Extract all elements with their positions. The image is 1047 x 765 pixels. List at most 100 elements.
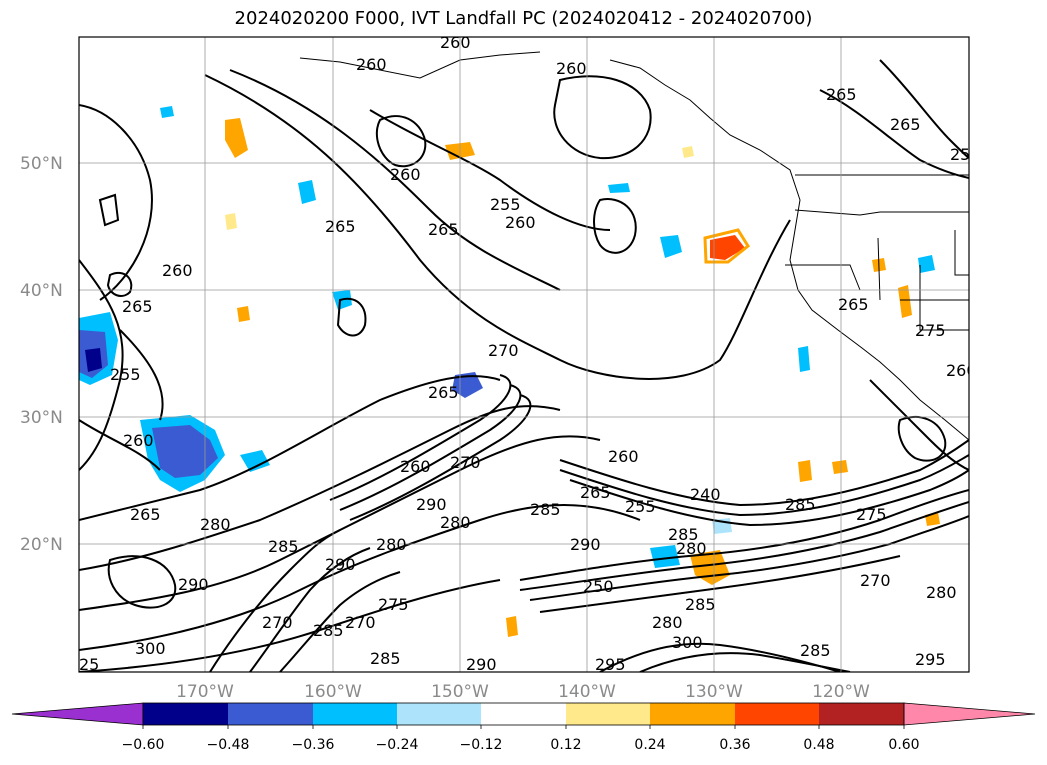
contour-label: 285 (685, 595, 716, 614)
contour-label: 300 (672, 633, 703, 652)
contour-255-a (79, 259, 124, 471)
negative-patch-g (798, 346, 810, 372)
colorbar-tick-label: 0.48 (803, 737, 834, 753)
contour-265-c (79, 375, 501, 521)
contour-label: 280 (926, 583, 957, 602)
negative-patch-k (160, 106, 174, 118)
contour-label: 285 (530, 500, 561, 519)
lon-label-170w: 170°W (176, 682, 234, 702)
colorbar-outline (142, 702, 905, 726)
contour-label: 260 (400, 457, 431, 476)
contour-label: 270 (488, 341, 519, 360)
contour-label: 280 (652, 613, 683, 632)
lon-label-120w: 120°W (812, 682, 870, 702)
contour-jet-6 (569, 469, 969, 527)
ivt-contours (79, 59, 969, 672)
contour-270-mid (204, 74, 791, 380)
lon-label-160w: 160°W (304, 682, 362, 702)
contour-east-2 (879, 59, 969, 159)
contour-label: 280 (676, 539, 707, 558)
negative-patch-central-core (152, 425, 218, 478)
contour-300-a (79, 579, 501, 672)
contour-label: 260 (608, 447, 639, 466)
negative-patch-e (660, 235, 682, 258)
colorbar-swatch (481, 703, 566, 725)
contour-260-a (369, 109, 611, 231)
negative-patch-a (240, 450, 270, 472)
colorbar-swatch (143, 703, 228, 725)
colorbar-tick-label: −0.36 (292, 737, 335, 753)
colorbar-tick-label: −0.48 (207, 737, 250, 753)
contour-label: 265 (428, 383, 459, 402)
contour-label: 260 (505, 213, 536, 232)
lat-label-50n: 50°N (20, 154, 63, 174)
contour-jet-4 (559, 439, 969, 507)
contour-loop-8 (107, 555, 177, 609)
contour-label: 255 (110, 365, 141, 384)
contour-label: 280 (440, 513, 471, 532)
contour-label: 265 (580, 483, 611, 502)
contour-label: 265 (130, 505, 161, 524)
contour-south-1 (209, 529, 341, 672)
contour-south-5 (639, 652, 851, 672)
contour-label: 290 (325, 555, 356, 574)
positive-patch-g (506, 616, 518, 637)
contour-label: 275 (915, 321, 946, 340)
longitude-labels: 170°W 160°W 150°W 140°W 130°W 120°W (176, 682, 870, 702)
lon-label-130w: 130°W (685, 682, 743, 702)
contour-label: 265 (325, 217, 356, 236)
contour-labels: 260 260 260 260 255 260 265 265 260 265 … (79, 37, 981, 674)
colorbar-swatch (566, 703, 650, 725)
colorbar-extend-low (11, 702, 144, 726)
colorbar-swatch (819, 703, 904, 725)
contour-label: 250 (583, 577, 614, 596)
lat-label-20n: 20°N (20, 535, 63, 555)
contour-label: 265 (122, 297, 153, 316)
contour-label: 290 (178, 575, 209, 594)
contour-label: 265 (826, 85, 857, 104)
negative-patch-j (918, 255, 935, 273)
map-frame (78, 36, 970, 673)
contour-label: 285 (268, 537, 299, 556)
negative-patch-d (298, 180, 316, 204)
contour-loop-1 (375, 115, 427, 168)
contour-jet-1 (329, 374, 512, 501)
contour-260-c (79, 419, 161, 471)
contour-south-2 (249, 547, 371, 672)
colorbar-swatch (650, 703, 735, 725)
contour-jet-5 (559, 454, 969, 517)
contour-label: 250 (950, 145, 981, 164)
colorbar-swatch (313, 703, 397, 725)
contour-jet-3 (349, 394, 532, 521)
lat-label-40n: 40°N (20, 281, 63, 301)
contour-label: 265 (890, 115, 921, 134)
coastlines (299, 51, 969, 441)
contour-265-a (229, 69, 561, 291)
positive-patch-f (237, 306, 250, 322)
contour-label: 260 (356, 55, 387, 74)
graticule (79, 37, 969, 672)
contour-jet-7 (519, 489, 969, 581)
colorbar-tick-label: 0.12 (550, 737, 581, 753)
contour-east-1 (819, 89, 969, 179)
alaska-coast (299, 51, 541, 79)
colorbar-swatch (735, 703, 819, 725)
lon-label-140w: 140°W (558, 682, 616, 702)
contour-label: 280 (376, 535, 407, 554)
contour-label: 255 (490, 195, 521, 214)
positive-patch-h (798, 460, 812, 482)
contour-label: 260 (556, 59, 587, 78)
contour-label: 285 (668, 525, 699, 544)
contour-jet-2 (339, 384, 522, 511)
state-borders (785, 209, 969, 331)
contour-label: 25 (79, 655, 99, 674)
lat-label-30n: 30°N (20, 408, 63, 428)
contour-label: 265 (838, 295, 869, 314)
contour-label: 290 (416, 495, 447, 514)
positive-patch-l (832, 460, 848, 474)
colorbar-tick-label: −0.24 (376, 737, 419, 753)
lon-label-150w: 150°W (431, 682, 489, 702)
positive-patch-d (898, 285, 912, 318)
contour-label: 290 (466, 655, 497, 674)
contour-260-b (79, 104, 153, 301)
